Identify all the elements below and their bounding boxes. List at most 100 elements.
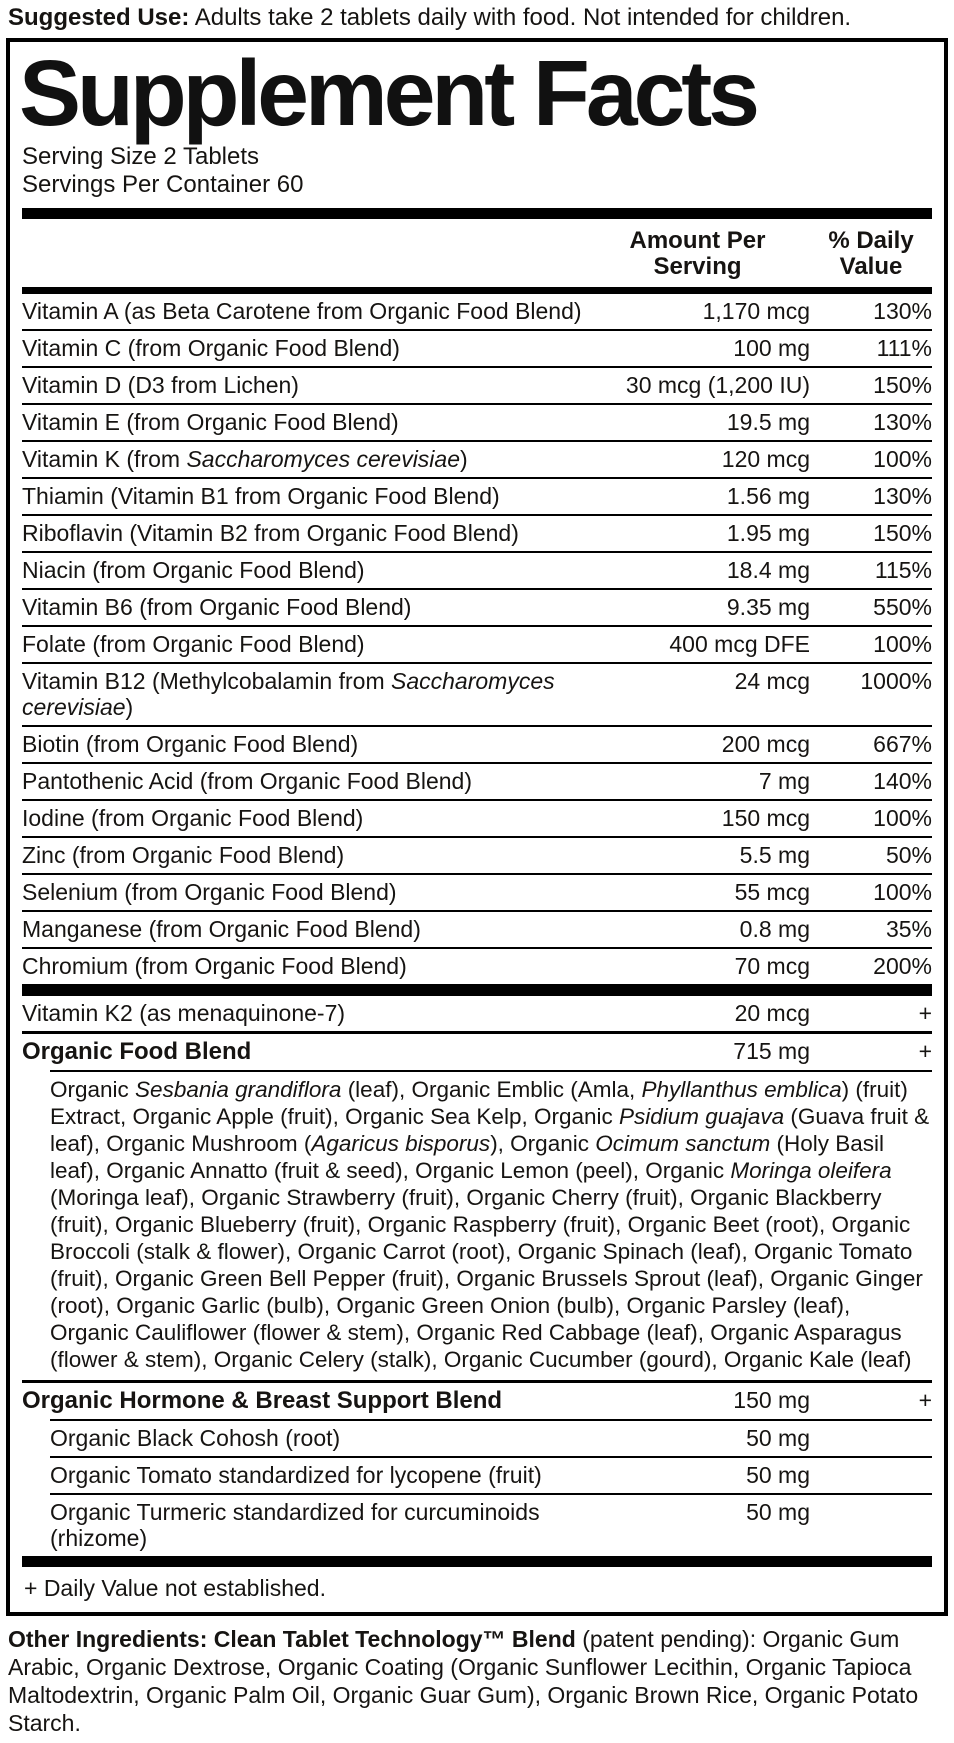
nutrient-amount: 55 mcg <box>734 878 810 905</box>
nutrient-amount: 19.5 mg <box>726 408 810 435</box>
nutrient-daily-value: 111% <box>876 334 932 361</box>
nutrient-daily-value: 130% <box>873 408 932 435</box>
divider-bar-blends <box>22 983 932 996</box>
suggested-use-label: Suggested Use: <box>8 4 190 31</box>
nutrient-row: Niacin (from Organic Food Blend) 18.4 mg… <box>22 550 932 588</box>
nutrient-rows: Vitamin A (as Beta Carotene from Organic… <box>22 294 932 984</box>
nutrient-daily-value: + <box>918 999 932 1026</box>
nutrient-name: Vitamin C (from Organic Food Blend) <box>22 334 400 361</box>
sub-ingredient-amount: 50 mg <box>746 1498 810 1525</box>
blend-name: Organic Food Blend <box>22 1037 252 1065</box>
nutrient-daily-value: 130% <box>873 482 932 509</box>
sub-ingredient-name: Organic Black Cohosh (root) <box>50 1424 341 1451</box>
nutrient-name: Vitamin K (from Saccharomyces cerevisiae… <box>22 445 468 472</box>
nutrient-amount: 400 mcg DFE <box>669 630 810 657</box>
nutrient-amount: 150 mcg <box>721 804 810 831</box>
nutrient-row: Vitamin C (from Organic Food Blend) 100 … <box>22 328 932 366</box>
nutrient-row: Folate (from Organic Food Blend) 400 mcg… <box>22 624 932 662</box>
nutrient-name: Chromium (from Organic Food Blend) <box>22 952 407 979</box>
sub-ingredient-name: Organic Tomato standardized for lycopene… <box>50 1461 542 1488</box>
sub-ingredient-row: Organic Black Cohosh (root) 50 mg <box>50 1418 932 1456</box>
serving-size: Serving Size 2 Tablets <box>22 142 260 170</box>
nutrient-name: Vitamin E (from Organic Food Blend) <box>22 408 399 435</box>
nutrient-amount: 20 mcg <box>734 999 810 1026</box>
divider-bar-footnote <box>22 1555 932 1567</box>
daily-value-footnote: + Daily Value not established. <box>24 1574 326 1601</box>
nutrient-amount: 5.5 mg <box>739 841 810 868</box>
divider-line-medium <box>22 1379 932 1383</box>
nutrient-name: Vitamin D (D3 from Lichen) <box>22 371 299 398</box>
nutrient-daily-value: 100% <box>873 445 932 472</box>
divider-bar-header <box>22 286 932 294</box>
other-ingredients-label: Other Ingredients: Clean Tablet Technolo… <box>8 1625 576 1652</box>
nutrient-daily-value: 140% <box>873 767 932 794</box>
nutrient-row-vitamin-k2: Vitamin K2 (as menaquinone-7) 20 mcg + <box>22 996 932 1031</box>
nutrient-row: Thiamin (Vitamin B1 from Organic Food Bl… <box>22 476 932 514</box>
sub-ingredient-amount: 50 mg <box>746 1461 810 1488</box>
nutrient-row: Biotin (from Organic Food Blend) 200 mcg… <box>22 724 932 762</box>
blend-name: Organic Hormone & Breast Support Blend <box>22 1386 503 1414</box>
servings-per-container: Servings Per Container 60 <box>22 170 304 198</box>
nutrient-daily-value: 150% <box>873 519 932 546</box>
nutrient-daily-value: 50% <box>885 841 932 868</box>
nutrient-row: Vitamin K (from Saccharomyces cerevisiae… <box>22 439 932 477</box>
nutrient-amount: 70 mcg <box>734 952 810 979</box>
nutrient-amount: 100 mg <box>733 334 810 361</box>
nutrient-name: Vitamin A (as Beta Carotene from Organic… <box>22 297 582 324</box>
nutrient-amount: 200 mcg <box>721 730 810 757</box>
sub-ingredient-name: Organic Turmeric standardized for curcum… <box>50 1498 540 1551</box>
nutrient-row: Vitamin B12 (Methylcobalamin from Saccha… <box>22 661 932 725</box>
nutrient-name: Vitamin B12 (Methylcobalamin from Saccha… <box>22 667 555 720</box>
sub-ingredient-amount: 50 mg <box>746 1424 810 1451</box>
blend-daily-value: + <box>918 1037 932 1064</box>
nutrient-row: Selenium (from Organic Food Blend) 55 mc… <box>22 872 932 910</box>
nutrient-name: Selenium (from Organic Food Blend) <box>22 878 397 905</box>
nutrient-row: Vitamin E (from Organic Food Blend) 19.5… <box>22 402 932 440</box>
nutrient-daily-value: 150% <box>873 371 932 398</box>
suggested-use-text: Adults take 2 tablets daily with food. N… <box>189 4 852 31</box>
supplement-facts-panel: Supplement Facts Serving Size 2 Tablets … <box>6 38 948 1616</box>
divider-bar-top <box>22 207 932 219</box>
nutrient-name: Manganese (from Organic Food Blend) <box>22 915 421 942</box>
nutrient-name: Thiamin (Vitamin B1 from Organic Food Bl… <box>22 482 500 509</box>
suggested-use: Suggested Use: Adults take 2 tablets dai… <box>6 2 948 38</box>
nutrient-name: Vitamin K2 (as menaquinone-7) <box>22 999 346 1026</box>
nutrient-name: Vitamin B6 (from Organic Food Blend) <box>22 593 412 620</box>
nutrient-name: Iodine (from Organic Food Blend) <box>22 804 364 831</box>
nutrient-daily-value: 100% <box>873 630 932 657</box>
nutrient-daily-value: 130% <box>873 297 932 324</box>
sub-ingredient-row: Organic Tomato standardized for lycopene… <box>50 1455 932 1493</box>
nutrient-amount: 0.8 mg <box>739 915 810 942</box>
nutrient-amount: 1.95 mg <box>726 519 810 546</box>
nutrient-name: Folate (from Organic Food Blend) <box>22 630 365 657</box>
nutrient-name: Niacin (from Organic Food Blend) <box>22 556 365 583</box>
blend-daily-value: + <box>918 1386 932 1413</box>
hormone-blend-sub-rows: Organic Black Cohosh (root) 50 mg Organi… <box>22 1418 932 1556</box>
column-headers: Amount Per Serving % Daily Value <box>22 219 932 287</box>
nutrient-daily-value: 1000% <box>860 667 932 694</box>
nutrient-daily-value: 667% <box>873 730 932 757</box>
nutrient-row: Manganese (from Organic Food Blend) 0.8 … <box>22 909 932 947</box>
blend-row-organic-food-blend: Organic Food Blend 715 mg + <box>22 1034 932 1070</box>
panel-title: Supplement Facts <box>19 41 760 145</box>
divider-line-medium <box>22 1030 932 1034</box>
nutrient-amount: 1,170 mcg <box>702 297 810 324</box>
nutrient-daily-value: 35% <box>885 915 932 942</box>
nutrient-row: Pantothenic Acid (from Organic Food Blen… <box>22 761 932 799</box>
nutrient-amount: 7 mg <box>758 767 810 794</box>
nutrient-row: Riboflavin (Vitamin B2 from Organic Food… <box>22 513 932 551</box>
nutrient-row: Iodine (from Organic Food Blend) 150 mcg… <box>22 798 932 836</box>
nutrient-amount: 1.56 mg <box>726 482 810 509</box>
nutrient-amount: 30 mcg (1,200 IU) <box>625 371 810 398</box>
nutrient-name: Biotin (from Organic Food Blend) <box>22 730 359 757</box>
food-blend-description: Organic Sesbania grandiflora (leaf), Org… <box>50 1069 932 1380</box>
nutrient-name: Pantothenic Acid (from Organic Food Blen… <box>22 767 473 794</box>
nutrient-amount: 24 mcg <box>734 667 810 694</box>
nutrient-daily-value: 200% <box>873 952 932 979</box>
blend-row-hormone-breast-support: Organic Hormone & Breast Support Blend 1… <box>22 1383 932 1419</box>
nutrient-row: Zinc (from Organic Food Blend) 5.5 mg 50… <box>22 835 932 873</box>
nutrient-daily-value: 550% <box>873 593 932 620</box>
nutrient-name: Zinc (from Organic Food Blend) <box>22 841 345 868</box>
blend-amount: 150 mg <box>733 1386 810 1413</box>
